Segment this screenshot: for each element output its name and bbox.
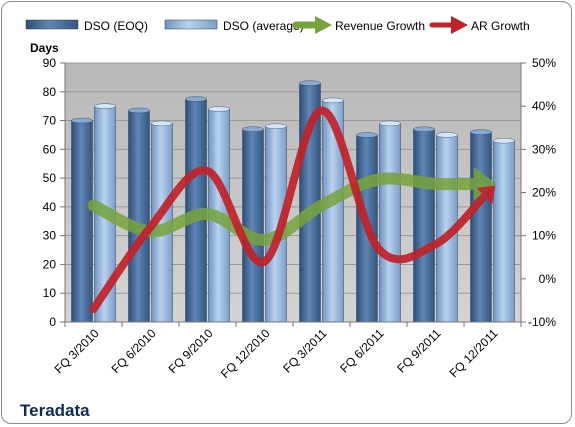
y2-tick-label: 10%: [532, 229, 556, 243]
bar-body: [493, 140, 515, 323]
x-tick-label: FQ 12/2011: [447, 326, 501, 380]
series-line: [89, 106, 496, 314]
arrow-head: [476, 185, 496, 205]
legend-swatch: [164, 19, 218, 30]
y-tick-label: 0: [49, 315, 56, 329]
bar-top: [299, 80, 321, 86]
bar-top: [436, 132, 458, 138]
legend-arrow: [315, 16, 332, 34]
bar-top: [493, 137, 515, 144]
bar: [493, 137, 515, 323]
legend-label: DSO (average): [223, 19, 304, 33]
bar-top: [242, 126, 264, 132]
bar: [470, 129, 492, 323]
y-tick-label: 60: [43, 142, 57, 156]
legend-label: Revenue Growth: [335, 19, 425, 33]
x-axis-ticks: FQ 3/2010 FQ 6/2010 FQ 9/2010 FQ 12/2010 FQ …: [52, 326, 501, 381]
bar: [242, 126, 264, 323]
x-tick-label: FQ 6/2010: [109, 326, 159, 376]
y-tick-label: 80: [43, 85, 57, 99]
y-tick-label: 50: [43, 171, 57, 185]
legend: DSO (EOQ) DSO (average) Revenue Growth AR G…: [25, 16, 530, 34]
arrow-head: [473, 167, 497, 201]
bar-top: [322, 97, 344, 104]
legend-label: DSO (EOQ): [84, 19, 148, 33]
x-tick-label: FQ 6/2011: [337, 326, 387, 376]
y-tick-label: 70: [43, 114, 57, 128]
bar-top: [379, 120, 401, 127]
x-tick-label: FQ 9/2011: [394, 326, 444, 376]
bar-top: [128, 107, 150, 114]
y-axis-label: Days: [30, 41, 59, 55]
legend-swatch: [25, 19, 79, 30]
y2-tick-label: 0%: [539, 272, 557, 286]
legend-label: AR Growth: [471, 19, 530, 33]
x-tick-label: FQ 9/2010: [166, 326, 216, 376]
bar-body: [242, 128, 264, 323]
bar-body: [470, 131, 492, 323]
y-tick-label: 20: [43, 257, 57, 271]
bar-body: [379, 123, 401, 323]
bar-top: [94, 103, 116, 109]
chart-title: Teradata: [20, 401, 90, 420]
bar-top: [470, 129, 492, 135]
y2-tick-label: 50%: [532, 56, 556, 70]
x-tick-label: FQ 3/2011: [280, 326, 330, 376]
bar-top: [208, 106, 230, 112]
y2-tick-label: -10%: [528, 315, 556, 329]
bar-top: [356, 132, 378, 138]
bar: [379, 120, 401, 323]
bar-top: [185, 96, 207, 102]
series-path: [89, 106, 489, 314]
series-line: [87, 167, 497, 246]
y-axis-ticks: 0 10 20 30 40 50 60 70 80 90: [43, 56, 65, 329]
y-tick-label: 40: [43, 200, 57, 214]
bar-top: [71, 117, 93, 124]
bar: [71, 117, 93, 323]
bar-top: [151, 120, 173, 127]
series-path: [87, 172, 483, 246]
bar: [128, 107, 150, 323]
x-tick-label: FQ 3/2010: [52, 326, 102, 376]
y-tick-label: 90: [43, 56, 57, 70]
x-tick-label: FQ 12/2010: [218, 326, 273, 381]
growth-lines: [87, 106, 497, 314]
y2-tick-label: 30%: [532, 142, 556, 156]
legend-item: AR Growth: [429, 16, 530, 34]
bar-body: [71, 120, 93, 323]
y2-axis-ticks: -10% 0% 10% 20% 30% 40% 50%: [521, 56, 556, 329]
bar-body: [413, 128, 435, 323]
bar-body: [128, 110, 150, 323]
legend-arrow: [451, 16, 468, 34]
bar-top: [265, 123, 287, 130]
legend-item: DSO (average): [164, 19, 304, 33]
legend-item: Revenue Growth: [292, 16, 425, 34]
y-tick-label: 30: [43, 229, 57, 243]
y-tick-label: 10: [43, 286, 57, 300]
bar-top: [413, 126, 435, 132]
y2-tick-label: 40%: [532, 99, 556, 113]
y2-tick-label: 20%: [532, 186, 556, 200]
bar: [413, 126, 435, 323]
legend-item: DSO (EOQ): [25, 19, 148, 33]
